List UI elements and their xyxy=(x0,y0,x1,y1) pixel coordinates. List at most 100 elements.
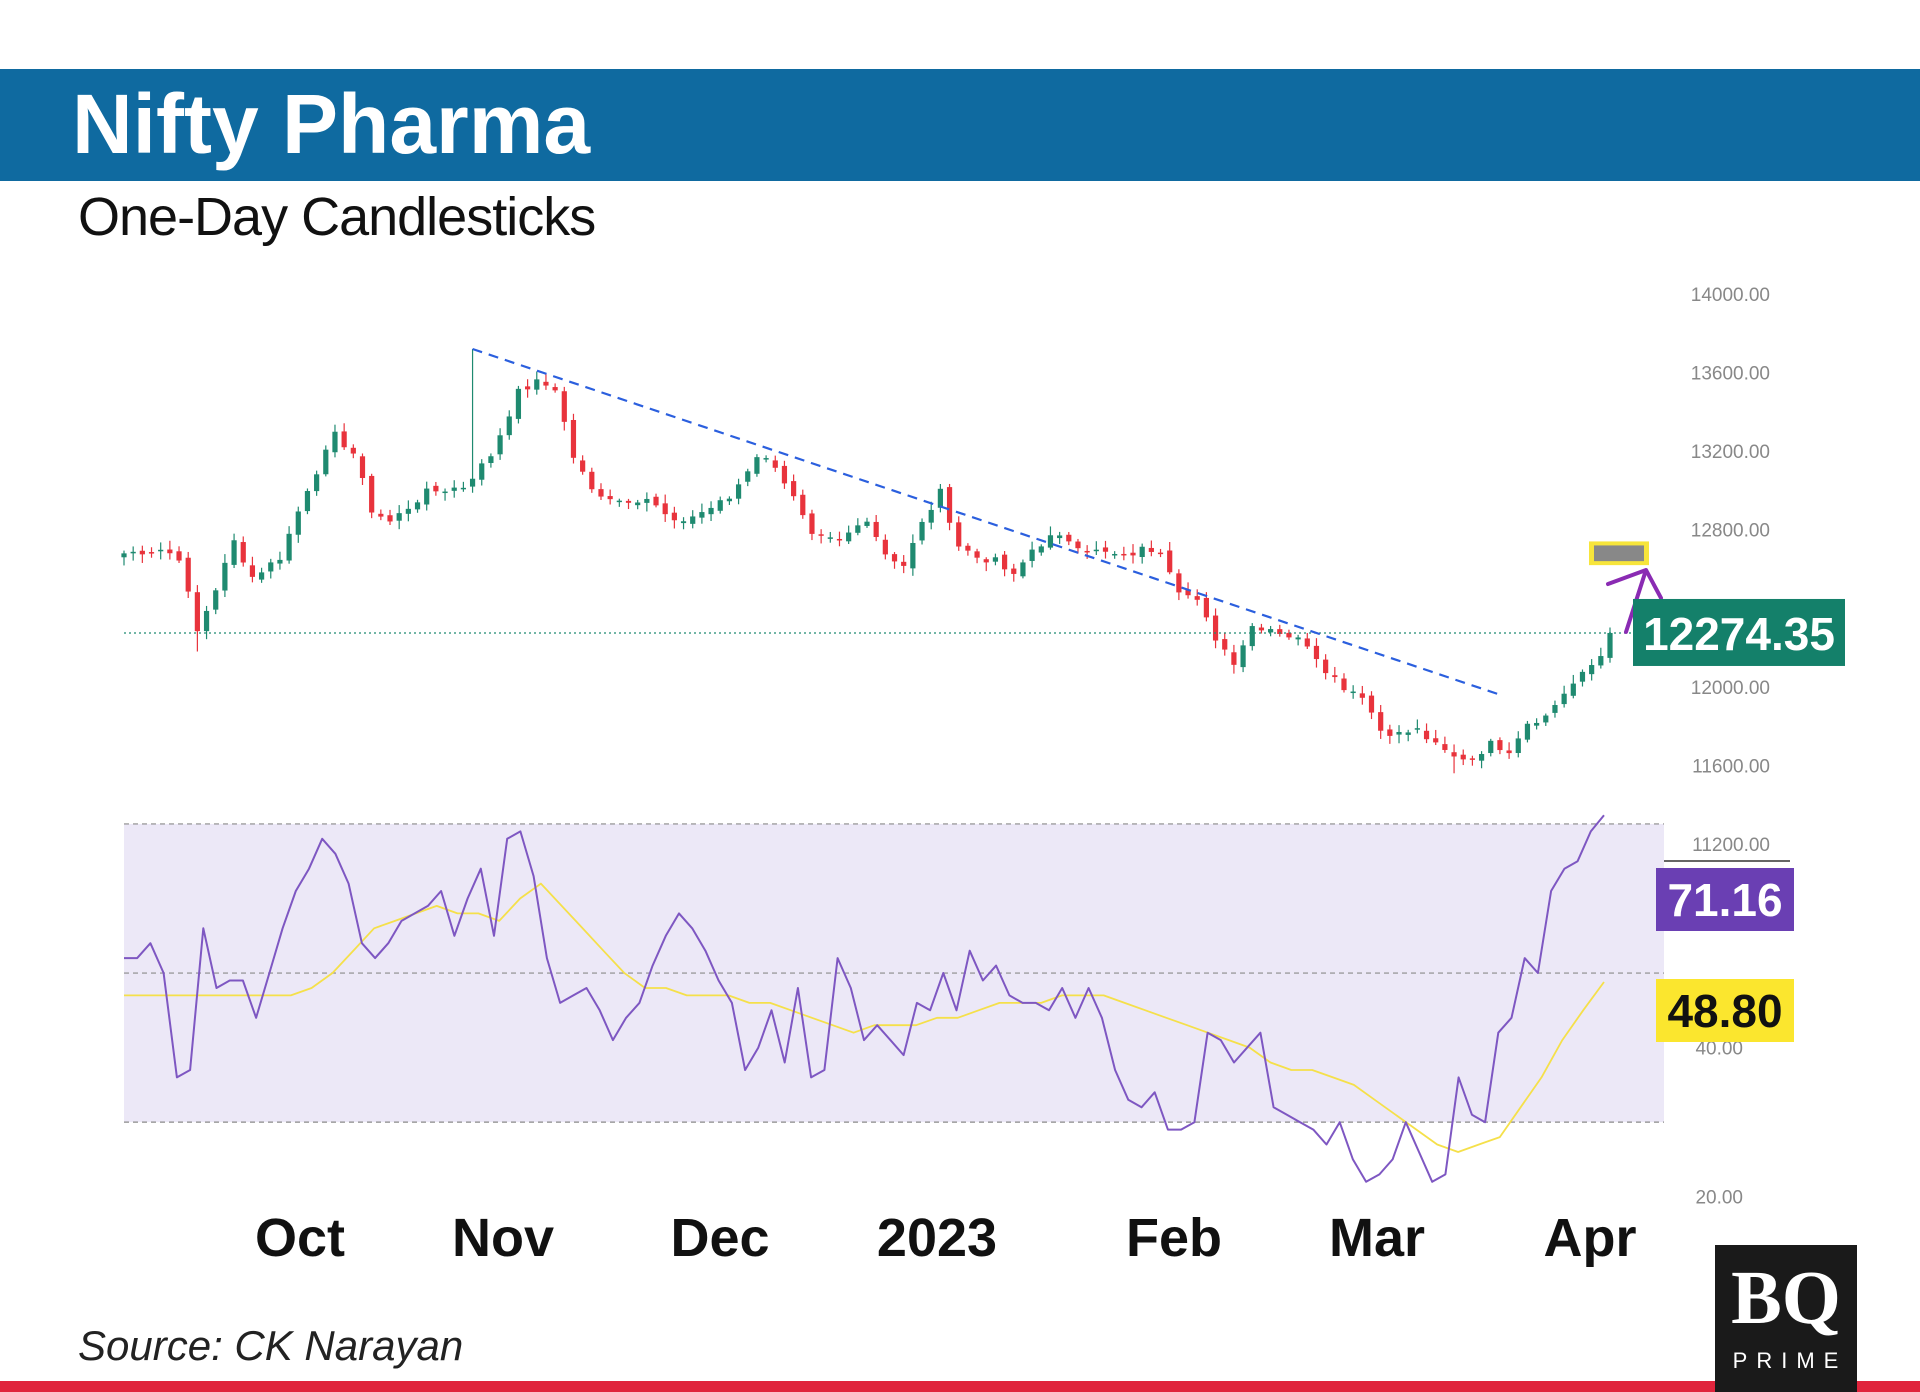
candle-body xyxy=(1442,744,1448,750)
candle-body xyxy=(277,559,283,564)
candle-body xyxy=(680,521,687,524)
candle-body xyxy=(1350,691,1356,694)
candle-body xyxy=(671,512,677,521)
price-axis-tick: 12800.00 xyxy=(1691,521,1770,542)
candle-body xyxy=(442,491,448,494)
candle-body xyxy=(1249,626,1255,647)
candle-body xyxy=(855,525,861,533)
candle-body xyxy=(1084,550,1090,553)
candle-body xyxy=(809,513,815,534)
candle-body xyxy=(314,474,320,492)
candle-body xyxy=(791,481,797,497)
candle-body xyxy=(543,381,549,386)
rsi-value-label: 71.16 xyxy=(1667,874,1782,926)
candle-body xyxy=(717,500,723,511)
candle-body xyxy=(1598,656,1604,666)
candle-body xyxy=(1038,546,1044,553)
candle-body xyxy=(1102,547,1109,552)
candle-body xyxy=(1130,552,1136,556)
candle-body xyxy=(616,500,622,503)
candle-body xyxy=(937,488,943,508)
candle-body xyxy=(735,484,742,499)
candle-body xyxy=(469,478,476,487)
candle-body xyxy=(1524,723,1531,740)
logo-prime-text: PRIME xyxy=(1732,1348,1848,1373)
candle-body xyxy=(240,542,246,563)
candle-body xyxy=(1222,639,1228,650)
candle-body xyxy=(1332,675,1338,678)
candle-body xyxy=(1359,693,1365,698)
candle-body xyxy=(873,521,879,537)
candle-body xyxy=(433,485,439,492)
candle-body xyxy=(1057,535,1063,539)
candle-body xyxy=(304,491,311,512)
candle-body xyxy=(1286,632,1292,638)
candle-body xyxy=(625,500,632,503)
candle-body xyxy=(167,549,173,554)
candle-body xyxy=(928,509,934,523)
chart-subtitle: One-Day Candlesticks xyxy=(78,187,596,247)
rsi-line xyxy=(124,814,1605,1183)
title-banner xyxy=(0,69,1920,181)
candle-body xyxy=(387,515,393,522)
candle-body xyxy=(1561,693,1567,705)
candle-body xyxy=(1075,541,1081,549)
candle-body xyxy=(1121,553,1127,556)
candle-body xyxy=(378,513,384,517)
candle-body xyxy=(946,487,953,523)
candle-body xyxy=(525,386,531,390)
candle-body xyxy=(176,551,182,561)
bottom-accent-rule xyxy=(0,1381,1920,1392)
candle-body xyxy=(1460,754,1466,760)
candle-body xyxy=(185,557,191,592)
x-axis-month-label: Feb xyxy=(1126,1208,1222,1268)
candle-body xyxy=(424,488,430,505)
candle-body xyxy=(1515,738,1521,754)
candle-body xyxy=(726,498,733,502)
candle-body xyxy=(460,487,466,490)
bq-prime-logo: BQ PRIME xyxy=(1715,1245,1857,1392)
candle-body xyxy=(203,610,210,632)
candle-body xyxy=(1093,549,1099,552)
candle-body xyxy=(488,456,494,464)
candle-body xyxy=(1414,728,1420,730)
rsi-ma-label: 48.80 xyxy=(1667,985,1782,1037)
x-axis-month-label: Oct xyxy=(255,1208,345,1268)
candle-body xyxy=(1543,715,1549,723)
candle-body xyxy=(708,507,714,515)
candle-body xyxy=(341,431,347,448)
candle-body xyxy=(1112,553,1118,556)
candle-body xyxy=(598,489,604,497)
candle-body xyxy=(258,572,265,580)
candle-body xyxy=(1066,534,1072,542)
candle-body xyxy=(479,463,485,480)
candle-body xyxy=(1139,546,1145,558)
x-axis-month-label: Mar xyxy=(1329,1208,1425,1268)
candle-body xyxy=(827,537,833,539)
rsi-ma-badge xyxy=(1656,979,1794,1042)
candle-body xyxy=(956,522,962,547)
candle-body xyxy=(607,496,613,500)
candle-body xyxy=(800,494,806,516)
candle-body xyxy=(1194,596,1200,600)
candle-body xyxy=(983,559,989,563)
candle-body xyxy=(1295,637,1301,640)
candle-body xyxy=(919,521,925,541)
candle-body xyxy=(158,549,164,552)
candle-body xyxy=(965,545,971,551)
candle-body xyxy=(130,551,136,554)
candle-body xyxy=(570,419,577,458)
candle-body xyxy=(552,387,558,391)
candle-body xyxy=(699,512,705,518)
candle-body xyxy=(818,534,824,536)
candle-body xyxy=(580,460,586,472)
candle-body xyxy=(1469,758,1476,760)
candle-body xyxy=(1589,665,1595,675)
price-axis-tick: 13600.00 xyxy=(1691,364,1770,385)
candle-body xyxy=(1020,562,1026,577)
candle-body xyxy=(1506,750,1512,754)
candle-body xyxy=(1368,695,1375,713)
price-axis-tick: 14000.00 xyxy=(1691,285,1770,306)
candle-body xyxy=(1047,535,1054,548)
candle-body xyxy=(405,508,411,514)
